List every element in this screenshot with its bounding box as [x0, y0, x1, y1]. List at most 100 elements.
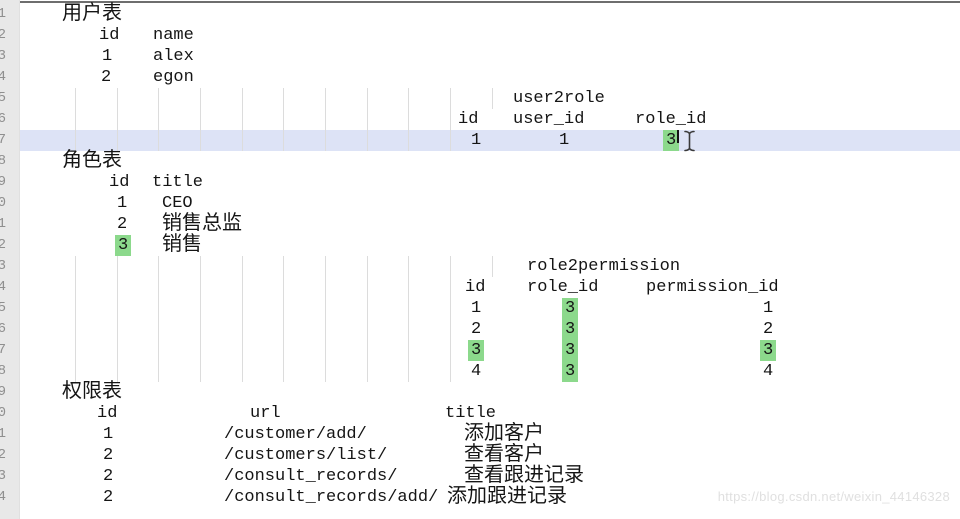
- line-number-gutter[interactable]: 123456789101112131415161718192021222324: [0, 0, 20, 519]
- cell-value: 1: [117, 194, 128, 213]
- column-header: url: [250, 404, 281, 423]
- indent-guide: [200, 256, 201, 382]
- line-number: 15: [0, 298, 6, 319]
- highlighted-cell-value: 3: [562, 319, 579, 340]
- cell-value: 添加客户: [464, 423, 544, 446]
- active-line-highlight: [20, 130, 960, 151]
- editor-text-area[interactable]: 用户表 id name 1 alex 2 egon user2role id user_id rol…: [20, 0, 960, 519]
- cell-value: 1: [103, 425, 114, 444]
- column-header: id: [97, 404, 118, 423]
- indent-guide: [283, 88, 284, 151]
- cell-value: egon: [153, 68, 194, 87]
- column-header: id: [99, 26, 120, 45]
- cell-value: 4: [763, 362, 774, 381]
- cell-value: 2: [763, 320, 774, 339]
- line-number: 13: [0, 256, 6, 277]
- ibeam-icon: [684, 130, 695, 152]
- line-number: 9: [0, 172, 6, 193]
- cell-value: 1: [471, 131, 482, 150]
- mouse-ibeam-cursor: [683, 130, 696, 152]
- indent-guide: [158, 256, 159, 382]
- cell-value: 销售总监: [162, 213, 242, 236]
- indent-guide: [242, 88, 243, 151]
- cell-value: 2: [117, 215, 128, 234]
- indent-guide: [492, 88, 493, 109]
- cell-value: /customer/add/: [224, 425, 367, 444]
- line-number: 1: [0, 4, 6, 25]
- cell-value: 2: [471, 320, 482, 339]
- cell-value: 4: [471, 362, 482, 381]
- line-number: 17: [0, 340, 6, 361]
- csdn-watermark: https://blog.csdn.net/weixin_44146328: [717, 489, 950, 504]
- column-header: role_id: [635, 110, 707, 129]
- line-number: 19: [0, 382, 6, 403]
- highlighted-cell-value: 3: [663, 130, 680, 151]
- cell-value: 2: [103, 446, 114, 465]
- cell-value: /consult_records/: [224, 467, 398, 486]
- indent-guide: [408, 256, 409, 382]
- cell-value: alex: [153, 47, 194, 66]
- column-header: user_id: [513, 110, 585, 129]
- cell-value: 1: [559, 131, 570, 150]
- indent-guide: [408, 88, 409, 151]
- highlighted-cell-value: 3: [562, 298, 579, 319]
- indent-guide: [283, 256, 284, 382]
- line-number: 23: [0, 466, 6, 487]
- indent-guide: [325, 88, 326, 151]
- line-number: 22: [0, 445, 6, 466]
- indent-guide: [117, 256, 118, 382]
- column-header: id: [109, 173, 130, 192]
- line-number: 24: [0, 487, 6, 508]
- indent-guide: [325, 256, 326, 382]
- indent-guide: [158, 88, 159, 151]
- indent-guide: [75, 256, 76, 382]
- table-title: user2role: [513, 89, 605, 108]
- highlighted-cell-value: 3: [562, 361, 579, 382]
- cell-value: 查看客户: [464, 444, 544, 467]
- cell-value: CEO: [162, 194, 193, 213]
- indent-guide: [242, 256, 243, 382]
- cell-value: 2: [103, 488, 114, 507]
- cell-value: 查看跟进记录: [464, 465, 584, 488]
- indent-guide: [200, 88, 201, 151]
- column-header: role_id: [527, 278, 599, 297]
- line-number: 7: [0, 130, 6, 151]
- highlighted-cell-value: 3: [468, 340, 485, 361]
- line-number: 2: [0, 25, 6, 46]
- window-top-border: [19, 1, 960, 3]
- table-title: 用户表: [62, 3, 122, 26]
- indent-guide: [117, 88, 118, 151]
- column-header: title: [445, 404, 497, 423]
- line-number: 12: [0, 235, 6, 256]
- text-caret: [677, 130, 679, 143]
- indent-guide: [367, 88, 368, 151]
- cell-value: /customers/list/: [224, 446, 388, 465]
- highlighted-cell-value: 3: [115, 235, 132, 256]
- line-number: 18: [0, 361, 6, 382]
- cell-value: /consult_records/add/: [224, 488, 439, 507]
- column-header: name: [153, 26, 194, 45]
- cell-value: 2: [101, 68, 112, 87]
- indent-guide: [75, 88, 76, 151]
- cell-value: 2: [103, 467, 114, 486]
- line-number: 5: [0, 88, 6, 109]
- line-number: 11: [0, 214, 6, 235]
- line-number: 3: [0, 46, 6, 67]
- cell-value: 1: [102, 47, 113, 66]
- line-number: 8: [0, 151, 6, 172]
- line-number: 10: [0, 193, 6, 214]
- indent-guide: [450, 88, 451, 151]
- highlighted-cell-value: 3: [562, 340, 579, 361]
- column-header: permission_id: [646, 278, 779, 297]
- indent-guide: [367, 256, 368, 382]
- line-number: 6: [0, 109, 6, 130]
- cell-value: 销售: [162, 234, 202, 257]
- indent-guide: [450, 256, 451, 382]
- line-number: 21: [0, 424, 6, 445]
- line-number: 16: [0, 319, 6, 340]
- cell-value: 1: [471, 299, 482, 318]
- cell-value: 添加跟进记录: [447, 486, 567, 509]
- table-title: role2permission: [527, 257, 681, 276]
- line-number: 14: [0, 277, 6, 298]
